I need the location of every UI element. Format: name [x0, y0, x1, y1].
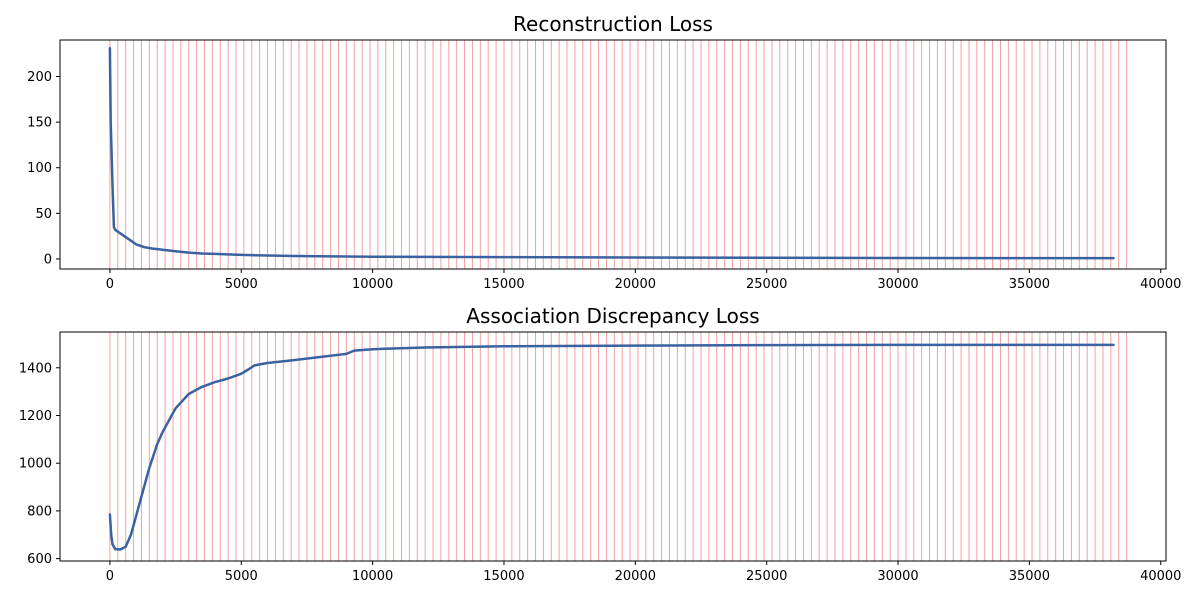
series-group [108, 46, 1115, 260]
x-tick-label: 15000 [483, 277, 524, 292]
y-tick-label: 1400 [19, 361, 52, 376]
x-tick-label: 10000 [352, 277, 393, 292]
x-tick-label: 15000 [483, 569, 524, 584]
x-tick-label: 25000 [746, 277, 787, 292]
epoch-markers [109, 332, 1128, 561]
chart-title: Association Discrepancy Loss [466, 304, 759, 328]
y-tick-label: 600 [27, 552, 52, 567]
series-line [108, 343, 1115, 551]
y-tick-label: 1200 [19, 409, 52, 424]
x-tick-label: 35000 [1009, 569, 1050, 584]
x-tick-label: 0 [106, 569, 114, 584]
y-tick-label: 150 [27, 116, 52, 131]
plot-frame [59, 331, 1167, 562]
x-tick-label: 35000 [1009, 277, 1050, 292]
x-tick-label: 5000 [225, 569, 258, 584]
y-tick-label: 1000 [19, 457, 52, 472]
y-axis-ticks: 600 800 1000 1200 1400 [19, 361, 60, 567]
plot-frame [59, 39, 1167, 270]
y-axis-ticks: 0 50 100 150 200 [27, 70, 60, 267]
reconstruction-loss-chart: Reconstruction Loss 0 5000 10000 15000 20000… [27, 12, 1181, 292]
series-line [108, 46, 1115, 260]
x-axis-ticks: 0 5000 10000 15000 20000 25000 30000 35000 40000 [106, 269, 1181, 292]
x-tick-label: 30000 [877, 569, 918, 584]
y-tick-label: 50 [35, 207, 52, 222]
x-tick-label: 10000 [352, 569, 393, 584]
association-discrepancy-loss-chart: Association Discrepancy Loss 0 5000 10000 1… [19, 304, 1182, 584]
epoch-markers [109, 40, 1128, 269]
y-tick-label: 800 [27, 504, 52, 519]
chart-title: Reconstruction Loss [513, 12, 713, 36]
x-tick-label: 40000 [1140, 569, 1181, 584]
y-tick-label: 0 [44, 252, 52, 267]
x-tick-label: 20000 [615, 569, 656, 584]
y-tick-label: 100 [27, 161, 52, 176]
x-tick-label: 20000 [615, 277, 656, 292]
x-tick-label: 5000 [225, 277, 258, 292]
x-tick-label: 0 [106, 277, 114, 292]
series-group [108, 343, 1115, 551]
x-tick-label: 25000 [746, 569, 787, 584]
x-tick-label: 30000 [877, 277, 918, 292]
y-tick-label: 200 [27, 70, 52, 85]
x-axis-ticks: 0 5000 10000 15000 20000 25000 30000 35000 40000 [106, 561, 1181, 584]
x-tick-label: 40000 [1140, 277, 1181, 292]
